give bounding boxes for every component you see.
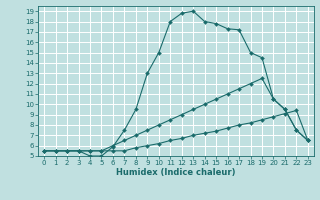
X-axis label: Humidex (Indice chaleur): Humidex (Indice chaleur)	[116, 168, 236, 177]
